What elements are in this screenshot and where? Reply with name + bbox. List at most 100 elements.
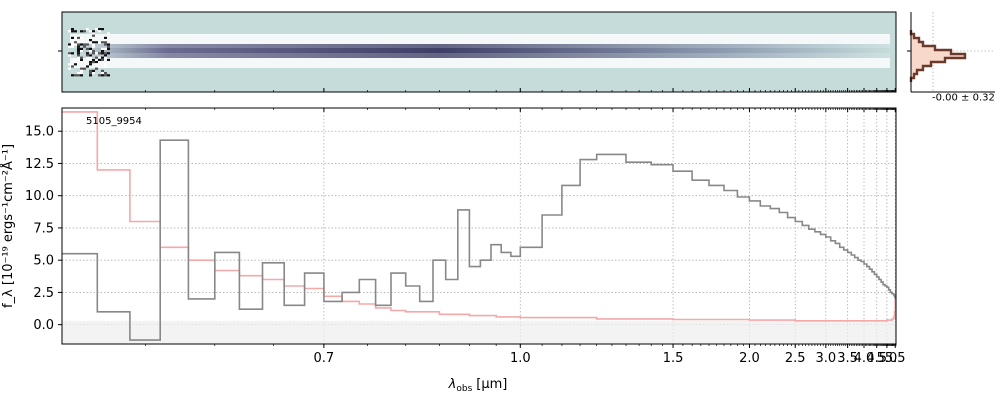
twod-noise-pixel [68,52,71,55]
twod-noise-pixel [89,30,92,33]
spectrum-2d-ticks [58,50,897,92]
error-fill-band [62,320,896,344]
spectrum-2d-image [68,28,890,77]
twod-noise-pixel [80,36,83,39]
twod-noise-pixel [74,30,77,33]
twod-noise-pixel [104,47,107,50]
twod-noise-pixel [77,43,80,46]
twod-noise-pixel [101,50,104,53]
flux-series [62,139,896,341]
twod-noise-pixel [80,69,83,72]
x-tick-label: 1.0 [510,351,531,366]
twod-noise-pixel [92,30,95,33]
twod-noise-pixel [92,72,95,75]
twod-noise-pixel [104,56,107,59]
twod-noise-pixel [74,58,77,61]
profile-annotation: -0.00 ± 0.32 [932,92,995,103]
twod-noise-pixel [68,54,71,57]
twod-noise-pixel [89,63,92,66]
twod-noise-pixel [104,65,107,68]
twod-noise-pixel [89,61,92,64]
twod-noise-pixel [71,74,74,77]
twod-noise-pixel [104,52,107,55]
twod-noise-pixel [95,63,98,66]
twod-noise-pixel [92,58,95,61]
twod-noise-pixel [86,54,89,57]
twod-noise-pixel [74,63,77,66]
profile-plot [907,12,995,92]
twod-noise-pixel [101,52,104,55]
twod-noise-pixel [89,50,92,53]
twod-noise-pixel [83,45,86,48]
x-tick-label: 3.5 [837,351,858,366]
twod-noise-pixel [104,54,107,57]
twod-noise-pixel [92,43,95,46]
object-label: 5105_9954 [86,116,142,127]
twod-noise-pixel [95,28,98,31]
twod-noise-pixel [80,30,83,33]
twod-noise-pixel [101,47,104,50]
twod-noise-pixel [89,56,92,59]
twod-noise-pixel [89,69,92,72]
twod-noise-pixel [77,58,80,61]
twod-noise-pixel [98,30,101,33]
twod-noise-pixel [80,47,83,50]
y-tick-label: 7.5 [33,221,54,236]
spectrum-2d-panel [58,11,897,93]
twod-noise-pixel [101,58,104,61]
twod-noise-pixel [80,50,83,53]
twod-noise-pixel [92,52,95,55]
twod-noise-pixel [107,74,110,77]
twod-noise-pixel [95,56,98,59]
x-tick-label: 0.7 [314,351,335,366]
twod-noise-pixel [98,52,101,55]
twod-noise-pixel [77,50,80,53]
x-tick-label: 4.0 [854,351,875,366]
error-fill [62,320,896,344]
x-axis-ticks: 0.7 1.0 1.5 2.0 2.5 3.0 3.54.04.55.05.5 [144,108,906,366]
twod-noise-pixel [104,74,107,77]
y-tick-label: 0.0 [33,318,54,333]
twod-noise-pixel [98,28,101,31]
twod-noise-pixel [104,43,107,46]
y-axis-label: f_λ [10⁻¹⁹ ergs⁻¹cm⁻²Å⁻¹] [0,144,16,308]
twod-noise-pixel [74,41,77,44]
twod-noise-pixel [89,47,92,50]
twod-noise-pixel [92,69,95,72]
twod-noise-pixel [92,41,95,44]
twod-noise-pixel [98,56,101,59]
twod-noise-pixel [83,43,86,46]
twod-noise-pixel [80,43,83,46]
twod-noise-pixel [98,58,101,61]
twod-noise-pixel [107,52,110,55]
twod-noise-pixel [68,63,71,66]
grid [62,108,896,344]
x-axis-label: λobs [μm] [448,377,508,394]
twod-noise-pixel [95,41,98,44]
y-tick-label: 12.5 [25,157,54,172]
y-tick-label: 5.0 [33,254,54,269]
twod-noise-pixel [71,28,74,31]
main-plot-frame [61,107,897,345]
twod-noise-pixel [89,72,92,75]
twod-noise-pixel [101,74,104,77]
twod-noise-pixel [107,45,110,48]
twod-noise-pixel [77,36,80,39]
y-tick-label: 2.5 [33,286,54,301]
error-series [62,111,896,322]
twod-noise-pixel [107,43,110,46]
twod-noise-pixel [101,69,104,72]
twod-noise-pixel [86,52,89,55]
twod-noise-pixel [83,67,86,70]
twod-noise-pixel [80,56,83,59]
twod-noise-pixel [92,45,95,48]
profile-fill [911,30,965,82]
twod-noise-pixel [107,47,110,50]
twod-noise-pixel [95,52,98,55]
twod-noise-pixel [68,43,71,46]
twod-noise-pixel [80,67,83,70]
profile-panel: -0.00 ± 0.32 [907,12,995,103]
twod-noise-pixel [101,72,104,75]
x-tick-label: 4.5 [866,351,887,366]
twod-noise-pixel [92,34,95,37]
